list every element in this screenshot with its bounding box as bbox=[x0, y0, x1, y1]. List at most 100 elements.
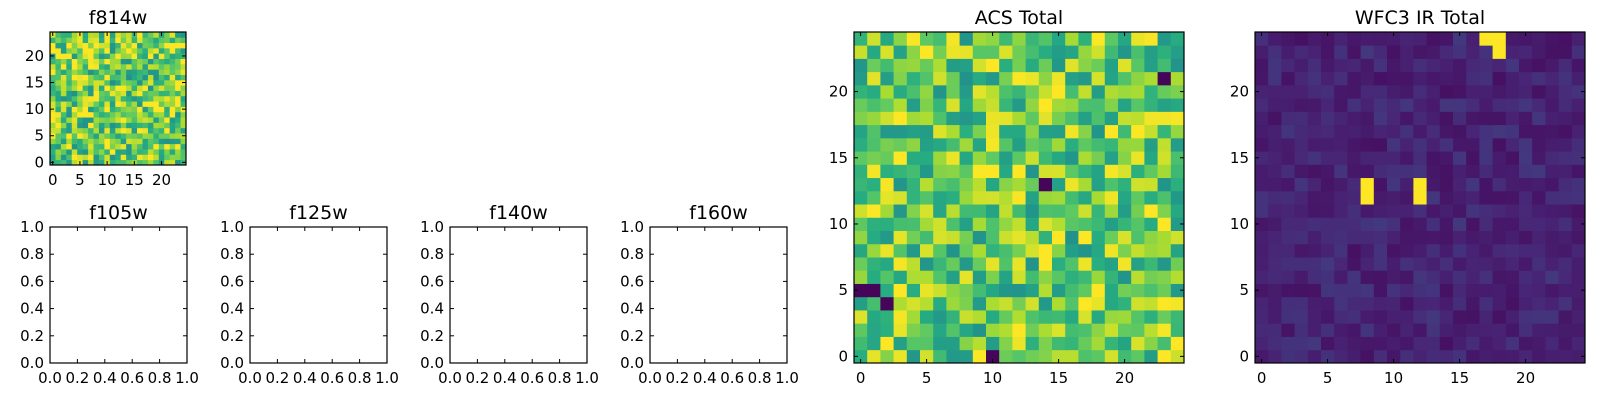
heatmap-cell bbox=[1065, 111, 1079, 126]
heatmap-cell bbox=[175, 69, 181, 75]
heatmap-cell bbox=[933, 204, 947, 218]
heatmap-cell bbox=[71, 133, 78, 139]
heatmap-cell bbox=[946, 204, 960, 218]
heatmap-cell bbox=[999, 177, 1013, 192]
heatmap-cell bbox=[60, 79, 67, 86]
heatmap-cell bbox=[1307, 243, 1322, 258]
heatmap-cell bbox=[1373, 84, 1388, 99]
heatmap-cell bbox=[1492, 164, 1507, 179]
heatmap-cell bbox=[66, 32, 73, 38]
heatmap-cell bbox=[946, 217, 960, 231]
heatmap-cell bbox=[1519, 84, 1533, 99]
heatmap-cell bbox=[1360, 230, 1375, 245]
heatmap-cell bbox=[1426, 151, 1441, 165]
heatmap-cell bbox=[1439, 190, 1454, 205]
heatmap-cell bbox=[1453, 230, 1467, 245]
heatmap-cell bbox=[142, 127, 149, 134]
heatmap-cell bbox=[1426, 336, 1441, 351]
heatmap-cell bbox=[131, 85, 138, 91]
heatmap-cell bbox=[893, 296, 908, 311]
heatmap-cell bbox=[1571, 283, 1586, 298]
heatmap-cell bbox=[1025, 71, 1040, 86]
heatmap-cell bbox=[77, 42, 84, 49]
heatmap-cell bbox=[1505, 84, 1520, 99]
heatmap-cell bbox=[1321, 243, 1335, 258]
heatmap-cell bbox=[82, 37, 89, 44]
y-tick-label: 0.8 bbox=[420, 245, 444, 263]
heatmap-cell bbox=[1012, 98, 1026, 112]
heatmap-cell bbox=[854, 32, 868, 46]
heatmap-cell bbox=[959, 45, 974, 59]
heatmap-cell bbox=[1025, 270, 1040, 284]
heatmap-cell bbox=[131, 149, 138, 155]
heatmap-cell bbox=[98, 63, 105, 70]
heatmap-cell bbox=[1065, 323, 1079, 337]
heatmap-cell bbox=[1492, 349, 1507, 364]
heatmap-cell bbox=[55, 95, 62, 102]
heatmap-cell bbox=[986, 190, 1000, 205]
heatmap-cell bbox=[82, 138, 89, 145]
heatmap-cell bbox=[1532, 151, 1546, 165]
heatmap-cell bbox=[1118, 71, 1132, 86]
heatmap-cell bbox=[1144, 71, 1158, 86]
heatmap-cell bbox=[1268, 177, 1282, 192]
heatmap-cell bbox=[82, 122, 89, 129]
heatmap-cell bbox=[920, 137, 934, 152]
heatmap-cell bbox=[175, 154, 181, 161]
heatmap-cell bbox=[1255, 32, 1269, 46]
heatmap-cell bbox=[1170, 137, 1185, 152]
heatmap-cell bbox=[147, 106, 154, 113]
heatmap-cell bbox=[1347, 177, 1361, 192]
heatmap-cell bbox=[1387, 190, 1401, 205]
heatmap-cell bbox=[1453, 217, 1467, 231]
heatmap-cell bbox=[933, 71, 947, 86]
heatmap-cell bbox=[946, 296, 960, 311]
heatmap-cell bbox=[82, 101, 89, 107]
heatmap-cell bbox=[1439, 164, 1454, 179]
heatmap-cell bbox=[867, 349, 881, 364]
heatmap-cell bbox=[854, 230, 868, 245]
heatmap-cell bbox=[98, 106, 105, 113]
heatmap-cell bbox=[1157, 84, 1172, 99]
heatmap-cell bbox=[77, 47, 84, 54]
heatmap-cell bbox=[50, 111, 56, 118]
heatmap-cell bbox=[1400, 230, 1414, 245]
heatmap-cell bbox=[109, 90, 116, 97]
heatmap-cell bbox=[82, 133, 89, 139]
heatmap-cell bbox=[169, 138, 176, 145]
heatmap-cell bbox=[77, 37, 84, 44]
heatmap-cell bbox=[1400, 45, 1414, 59]
heatmap-cell bbox=[1519, 45, 1533, 59]
heatmap-cell bbox=[1012, 257, 1026, 271]
heatmap-cell bbox=[1052, 204, 1066, 218]
heatmap-cell bbox=[1334, 230, 1348, 245]
heatmap-cell bbox=[1104, 190, 1119, 205]
heatmap-cell bbox=[946, 270, 960, 284]
heatmap-cell bbox=[880, 336, 894, 351]
heatmap-cell bbox=[986, 270, 1000, 284]
heatmap-cell bbox=[1492, 310, 1507, 324]
heatmap-cell bbox=[137, 149, 143, 155]
heatmap-cell bbox=[1545, 204, 1559, 218]
heatmap-cell bbox=[164, 85, 171, 91]
heatmap-cell bbox=[1052, 58, 1066, 73]
heatmap-cell bbox=[153, 53, 160, 59]
heatmap-cell bbox=[946, 257, 960, 271]
heatmap-cell bbox=[1321, 58, 1335, 73]
heatmap-cell bbox=[1466, 164, 1480, 179]
heatmap-cell bbox=[126, 138, 132, 145]
heatmap-cell bbox=[1413, 111, 1427, 126]
heatmap-cell bbox=[1413, 45, 1427, 59]
heatmap-cell bbox=[1012, 84, 1026, 99]
heatmap-cell bbox=[1453, 283, 1467, 298]
heatmap-cell bbox=[1307, 296, 1322, 311]
x-tick-label: 0.2 bbox=[65, 369, 89, 387]
heatmap-cell bbox=[946, 84, 960, 99]
heatmap-cell bbox=[180, 127, 187, 134]
heatmap-cell bbox=[1532, 45, 1546, 59]
y-tick-label: 5 bbox=[1239, 281, 1249, 299]
heatmap-cell bbox=[50, 63, 56, 70]
heatmap-cell bbox=[1118, 349, 1132, 364]
heatmap-cell bbox=[180, 101, 187, 107]
heatmap-cell bbox=[77, 117, 84, 123]
